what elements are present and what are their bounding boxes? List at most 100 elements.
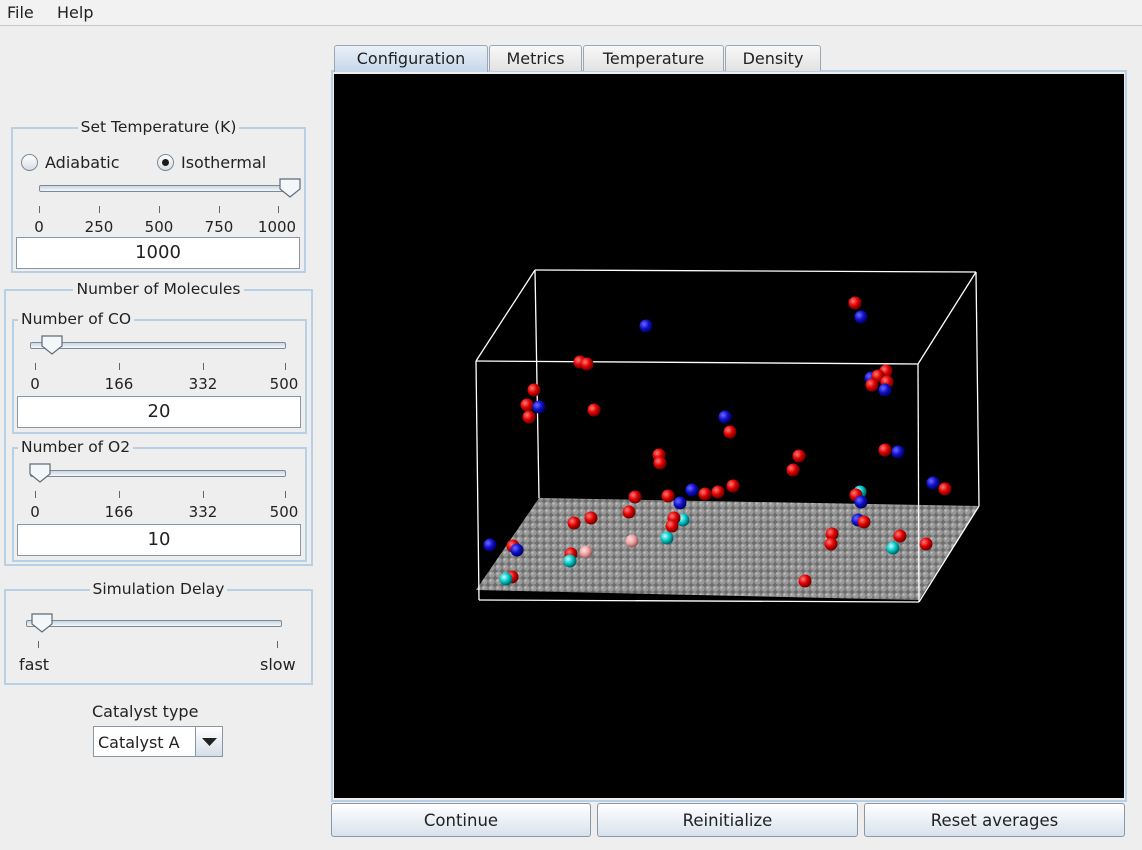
oxygen-atom xyxy=(588,404,601,417)
surface-bound-atom xyxy=(564,555,577,568)
box-edge xyxy=(479,600,919,602)
temp-tick-label: 750 xyxy=(205,218,234,236)
catalyst-surface xyxy=(476,498,979,600)
box-edge xyxy=(976,272,979,506)
tab-metrics[interactable]: Metrics xyxy=(489,45,582,71)
oxygen-atom xyxy=(920,538,933,551)
co-tick xyxy=(285,363,286,370)
co-tick-label: 500 xyxy=(270,375,299,393)
carbon-atom xyxy=(484,539,497,552)
temperature-slider-thumb[interactable] xyxy=(279,178,301,198)
product-atom xyxy=(580,546,593,559)
oxygen-atom xyxy=(894,530,907,543)
oxygen-atom xyxy=(699,488,712,501)
simulation-viewport[interactable] xyxy=(334,74,1124,798)
delay-tick xyxy=(277,641,278,648)
co-tick xyxy=(119,363,120,370)
adiabatic-radio[interactable]: Adiabatic xyxy=(21,153,120,172)
oxygen-atom xyxy=(523,411,536,424)
delay-fast-label: fast xyxy=(19,655,49,674)
o2-tick-label: 166 xyxy=(105,503,134,521)
o2-tick xyxy=(285,491,286,498)
o2-slider-thumb[interactable] xyxy=(29,463,51,483)
oxygen-atom xyxy=(521,399,534,412)
o2-tick xyxy=(119,491,120,498)
oxygen-atom xyxy=(858,516,871,529)
co-group: Number of CO 0 166 332 500 20 xyxy=(12,319,307,434)
oxygen-atom xyxy=(799,575,812,588)
menu-file[interactable]: File xyxy=(7,3,34,22)
oxygen-atom xyxy=(528,384,541,397)
o2-group: Number of O2 0 166 332 500 10 xyxy=(12,447,307,562)
co-count-input[interactable]: 20 xyxy=(17,396,301,428)
co-tick xyxy=(203,363,204,370)
oxygen-atom xyxy=(793,450,806,463)
carbon-atom xyxy=(640,320,653,333)
carbon-atom xyxy=(533,401,546,414)
molecules-group: Number of Molecules Number of CO 0 166 3… xyxy=(4,289,313,566)
carbon-atom xyxy=(674,497,687,510)
co-tick-label: 0 xyxy=(30,375,40,393)
menu-bar: File Help xyxy=(0,0,1142,26)
o2-tick-label: 332 xyxy=(189,503,218,521)
surface-bound-atom xyxy=(887,542,900,555)
o2-slider-track[interactable] xyxy=(30,470,286,477)
carbon-atom xyxy=(511,544,524,557)
molecules-group-title: Number of Molecules xyxy=(73,280,243,298)
catalyst-value: Catalyst A xyxy=(98,727,180,758)
oxygen-atom xyxy=(727,480,740,493)
oxygen-atom xyxy=(629,491,642,504)
radio-adiabatic-indicator[interactable] xyxy=(21,154,38,171)
temp-tick xyxy=(99,206,100,213)
oxygen-atom xyxy=(654,457,667,470)
temp-tick-label: 500 xyxy=(145,218,174,236)
box-edge xyxy=(476,361,479,600)
molecule-scene xyxy=(334,74,1124,798)
tab-temperature[interactable]: Temperature xyxy=(583,45,724,71)
temperature-group: Set Temperature (K) Adiabatic Isothermal… xyxy=(11,127,306,273)
temperature-input[interactable]: 1000 xyxy=(16,237,300,269)
carbon-atom xyxy=(927,477,940,490)
oxygen-atom xyxy=(581,358,594,371)
delay-tick xyxy=(38,641,39,648)
box-edge xyxy=(476,361,918,364)
box-edge xyxy=(476,270,535,361)
isothermal-radio[interactable]: Isothermal xyxy=(157,153,266,172)
carbon-atom xyxy=(719,411,732,424)
carbon-atom xyxy=(879,384,892,397)
temp-tick xyxy=(159,206,160,213)
co-slider-thumb[interactable] xyxy=(41,335,63,355)
temp-tick-label: 1000 xyxy=(258,218,296,236)
oxygen-atom xyxy=(623,506,636,519)
oxygen-atom xyxy=(849,297,862,310)
catalyst-select[interactable]: Catalyst A xyxy=(93,726,223,757)
radio-isothermal-indicator[interactable] xyxy=(157,154,174,171)
co-slider-track[interactable] xyxy=(30,342,286,349)
reinitialize-button[interactable]: Reinitialize xyxy=(597,803,858,837)
tab-density[interactable]: Density xyxy=(725,45,821,71)
temperature-slider-track[interactable] xyxy=(39,185,289,192)
delay-slider-track[interactable] xyxy=(26,620,282,627)
reset-averages-button[interactable]: Reset averages xyxy=(864,803,1125,837)
oxygen-atom xyxy=(585,512,598,525)
o2-tick-label: 0 xyxy=(30,503,40,521)
box-edge xyxy=(918,272,976,364)
oxygen-atom xyxy=(712,486,725,499)
delay-slider-thumb[interactable] xyxy=(31,613,53,633)
carbon-atom xyxy=(892,446,905,459)
temp-tick xyxy=(278,206,279,213)
carbon-atom xyxy=(855,311,868,324)
oxygen-atom xyxy=(939,483,952,496)
chevron-down-icon xyxy=(196,727,223,756)
surface-bound-atom xyxy=(661,532,674,545)
oxygen-atom xyxy=(825,538,838,551)
oxygen-atom xyxy=(866,379,879,392)
product-atom xyxy=(626,535,639,548)
tab-configuration[interactable]: Configuration xyxy=(334,45,488,72)
co-group-title: Number of CO xyxy=(18,310,134,328)
temp-tick-label: 250 xyxy=(85,218,114,236)
catalyst-dropdown-button[interactable] xyxy=(195,727,222,756)
o2-count-input[interactable]: 10 xyxy=(17,524,301,556)
continue-button[interactable]: Continue xyxy=(331,803,591,837)
menu-help[interactable]: Help xyxy=(57,3,93,22)
